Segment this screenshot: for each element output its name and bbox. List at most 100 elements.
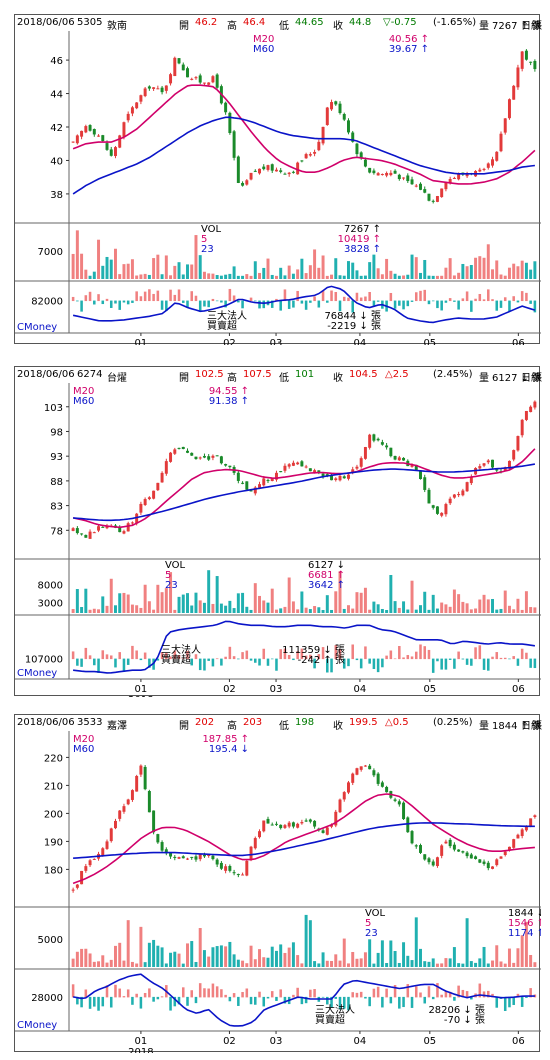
net-buy-sell-bar (309, 989, 312, 998)
net-buy-sell-bar (186, 996, 189, 1006)
net-buy-sell-bar (237, 300, 240, 303)
volume-bar (283, 952, 287, 967)
price-tick-label: 220 (44, 753, 63, 764)
volume-bar (211, 603, 215, 613)
volume-bar (435, 963, 439, 967)
candle-body (190, 856, 194, 858)
volume-legend-label: 5 (165, 570, 171, 581)
net-buy-sell-bar (241, 652, 244, 660)
candle-body (355, 143, 359, 155)
volume-bar (423, 591, 427, 613)
stock-name: 敦南 (107, 21, 127, 32)
net-buy-sell-bar (529, 658, 532, 668)
net-buy-sell-bar (423, 996, 427, 1004)
candle-body (122, 806, 126, 812)
volume-bar (232, 608, 236, 613)
net-buy-sell-bar (453, 658, 456, 669)
volume-bar (249, 945, 253, 967)
net-buy-sell-bar (279, 989, 282, 998)
net-buy-sell-bar (88, 291, 92, 302)
candle-body (512, 839, 516, 848)
net-buy-sell-bar (93, 300, 96, 305)
net-buy-sell-bar (453, 996, 456, 1001)
net-buy-sell-bar (190, 658, 194, 666)
net-buy-sell-bar (139, 996, 143, 1009)
change-percent: (0.25%) (433, 717, 473, 728)
volume-bar (338, 960, 342, 967)
net-buy-sell-bar (398, 996, 401, 1009)
price-tick-label: 103 (44, 403, 63, 414)
net-buy-sell-bar (503, 996, 507, 1011)
volume-bar (300, 963, 304, 967)
net-buy-sell-bar (431, 658, 435, 673)
volume-bar (109, 959, 113, 967)
volume-bar (211, 273, 215, 279)
candle-body (236, 472, 240, 481)
volume-bar (419, 605, 422, 613)
candle-body (363, 447, 367, 459)
volume-bar (118, 274, 122, 279)
candle-body (334, 478, 338, 481)
volume-bar (194, 592, 198, 613)
candle-body (194, 856, 198, 860)
net-buy-sell-bar (503, 657, 507, 660)
candle-body (397, 174, 401, 180)
volume-bar (219, 275, 223, 279)
institutional-legend-label: 三大法人 (207, 309, 247, 322)
volume-label: 量 (479, 21, 489, 32)
net-buy-sell-bar (254, 996, 257, 1005)
candle-body (334, 811, 338, 826)
net-buy-sell-bar (516, 658, 520, 666)
net-buy-sell-bar (423, 646, 427, 660)
candle-body (164, 849, 168, 854)
candle-body (503, 851, 507, 856)
stock-code: 5305 (77, 17, 103, 28)
volume-bar (304, 914, 308, 967)
net-buy-sell-bar (470, 658, 473, 666)
candle-body (207, 854, 211, 856)
candle-body (241, 482, 245, 484)
candle-body (75, 135, 79, 144)
net-buy-sell-bar (135, 650, 138, 660)
candle-body (503, 467, 507, 471)
volume-bar (507, 605, 511, 613)
net-buy-sell-bar (334, 996, 338, 999)
net-buy-sell-bar (300, 996, 304, 1005)
volume-bar (249, 609, 253, 613)
volume-bar (194, 235, 198, 279)
volume-value: 6127 ↓ 張 (492, 373, 543, 384)
candle-body (482, 168, 486, 170)
net-buy-sell-bar (304, 996, 308, 1004)
net-buy-sell-bar (97, 294, 100, 302)
volume-bar (296, 269, 300, 279)
net-buy-sell-bar (487, 990, 490, 998)
volume-bar (465, 918, 469, 967)
net-buy-sell-bar (143, 291, 147, 302)
volume-bar (228, 273, 232, 279)
candle-body (520, 829, 524, 837)
candle-body (258, 484, 262, 488)
net-buy-sell-bar (173, 650, 177, 660)
net-buy-sell-bar (177, 996, 181, 1005)
volume-bar (457, 272, 461, 279)
volume-bar (313, 249, 317, 279)
volume-bar (444, 267, 448, 279)
close-label: 收 (333, 721, 343, 732)
net-buy-sell-bar (135, 291, 138, 302)
volume-legend-value: 3642 ↑ (308, 580, 345, 591)
candle-body (529, 406, 533, 413)
volume-bar (435, 608, 439, 613)
volume-bar (122, 592, 126, 613)
volume-bar (393, 273, 397, 279)
net-buy-sell-bar (334, 645, 338, 660)
volume-bar (469, 961, 473, 967)
candle-body (351, 469, 355, 473)
net-buy-sell-bar (71, 984, 75, 998)
volume-bar (330, 274, 334, 279)
candle-body (507, 460, 511, 469)
candle-body (173, 449, 177, 454)
stock-code: 3533 (77, 717, 103, 728)
volume-tick-label: 3000 (38, 598, 63, 609)
candle-body (524, 50, 528, 60)
ma20-legend-value: 94.55 ↑ (209, 386, 249, 397)
